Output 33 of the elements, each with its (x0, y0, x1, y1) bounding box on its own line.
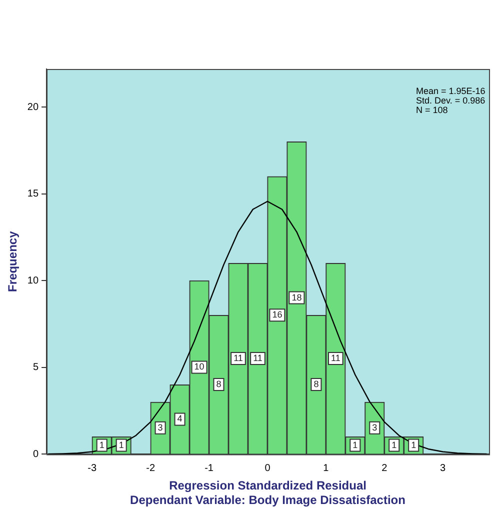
x-tick-label: -1 (204, 462, 214, 474)
data-label: 8 (216, 379, 222, 390)
data-label: 1 (99, 440, 104, 450)
data-label: 3 (158, 422, 163, 432)
x-tick-label: 2 (382, 462, 388, 474)
data-label: 8 (314, 379, 319, 390)
x-tick-label: 0 (264, 462, 271, 474)
x-tick-label: -3 (88, 462, 97, 474)
annotation: N = 108 (416, 104, 448, 115)
data-label: 3 (372, 422, 378, 432)
data-label: 1 (392, 440, 397, 450)
data-label: 11 (234, 353, 243, 363)
data-label: 4 (177, 414, 182, 424)
data-label: 16 (272, 310, 282, 320)
data-label: 1 (411, 440, 416, 450)
annotation: Mean = 1.95E-16 (416, 86, 486, 96)
y-tick-label: 0 (32, 448, 39, 460)
y-tick-label: 15 (27, 188, 39, 200)
data-label: 11 (330, 353, 340, 363)
x-tick-label: 3 (440, 462, 446, 474)
y-tick-label: 5 (32, 362, 39, 374)
data-label: 18 (292, 292, 302, 302)
y-tick-label: 20 (27, 102, 39, 113)
data-label: 11 (253, 353, 262, 363)
data-label: 1 (352, 440, 358, 450)
x-tick-label: -2 (146, 462, 156, 474)
y-axis-title: Frequency (6, 230, 20, 292)
data-label: 10 (194, 362, 204, 372)
data-label: 1 (118, 440, 124, 450)
x-axis-title: Regression Standardized Residual Dependant Variable: Body Image Dissatisfaction (130, 478, 406, 508)
x-tick-label: 1 (323, 462, 330, 474)
y-tick-label: 10 (27, 275, 39, 286)
annotation: Std. Dev. = 0.986 (416, 95, 486, 106)
